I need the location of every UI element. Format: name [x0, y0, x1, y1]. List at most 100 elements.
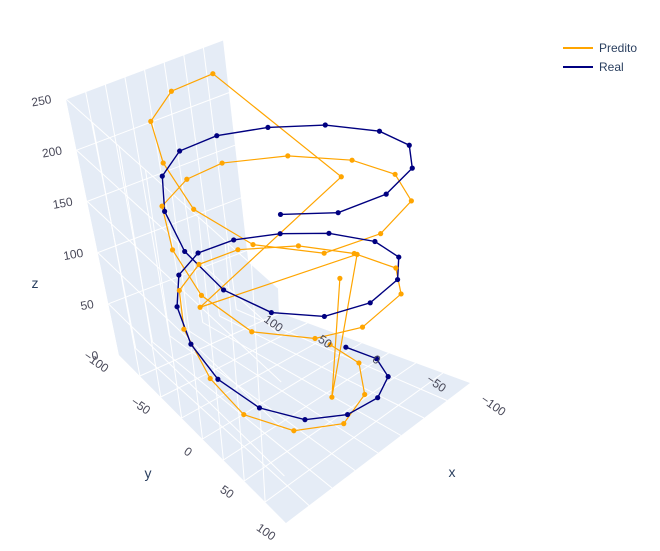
point-real-6 [256, 405, 263, 411]
point-real-10 [176, 272, 182, 278]
point-real-9 [174, 304, 180, 310]
point-real-30 [406, 142, 412, 148]
point-predito-4 [291, 428, 297, 434]
point-real-33 [335, 210, 341, 216]
point-real-29 [376, 128, 383, 134]
point-predito-1 [356, 360, 362, 366]
point-real-28 [322, 122, 328, 128]
z-tick-label: 0 [91, 348, 100, 363]
point-predito-27 [378, 231, 384, 237]
point-predito-35 [338, 174, 344, 180]
point-real-17 [394, 276, 401, 283]
point-real-5 [302, 417, 308, 423]
y-tick-label: −100 [81, 348, 111, 375]
point-predito-5 [241, 411, 247, 418]
point-real-23 [162, 208, 168, 214]
legend-label-real: Real [599, 59, 624, 74]
y-tick-label: 100 [254, 520, 279, 543]
grid-line [108, 303, 285, 477]
point-real-19 [321, 313, 327, 320]
grid-line [183, 54, 220, 317]
point-real-2 [385, 374, 391, 380]
floor [119, 303, 470, 523]
grid-line [86, 201, 282, 383]
point-real-16 [396, 254, 402, 260]
point-predito-30 [191, 206, 197, 212]
point-real-26 [214, 133, 220, 139]
point-predito-37 [354, 251, 360, 257]
point-predito-28 [321, 250, 327, 256]
point-predito-15 [359, 324, 366, 330]
point-predito-17 [249, 329, 255, 335]
point-predito-38 [329, 394, 335, 400]
legend: Predito Real [563, 38, 637, 76]
legend-label-predito: Predito [599, 40, 638, 55]
point-real-27 [265, 124, 271, 131]
point-predito-9 [196, 261, 202, 267]
z-axis-title: z [32, 275, 39, 291]
y-tick-label: 0 [181, 444, 195, 459]
point-real-12 [231, 237, 237, 243]
point-predito-33 [168, 88, 174, 94]
point-predito-10 [235, 247, 241, 253]
grid-line [65, 98, 279, 289]
grid-line [181, 332, 335, 419]
legend-swatch-predito [563, 46, 593, 49]
legend-swatch-real [563, 65, 593, 68]
grid-line [124, 76, 170, 336]
series-line-predito [150, 73, 413, 432]
point-real-4 [344, 411, 351, 418]
point-real-24 [159, 173, 165, 179]
grid-line [145, 169, 183, 419]
grid-line [87, 144, 236, 202]
grid-line [198, 217, 224, 461]
point-real-18 [367, 300, 373, 306]
point-predito-18 [198, 292, 205, 298]
point-real-3 [375, 395, 381, 401]
point-real-1 [373, 356, 380, 362]
point-predito-19 [169, 247, 176, 253]
point-predito-7 [181, 326, 187, 332]
point-real-31 [409, 165, 415, 171]
point-predito-31 [160, 160, 166, 166]
point-real-21 [220, 287, 227, 293]
x-axis-title: x [449, 464, 456, 480]
point-real-15 [372, 238, 378, 245]
point-predito-20 [159, 203, 165, 209]
z-tick-label: 50 [79, 297, 95, 313]
grid-line [65, 39, 224, 100]
point-predito-23 [285, 153, 291, 159]
grid-line [163, 62, 204, 323]
point-predito-26 [408, 198, 414, 204]
point-predito-29 [250, 241, 256, 248]
grid-line [264, 372, 444, 503]
point-predito-39 [337, 275, 343, 281]
grid-line [139, 312, 281, 377]
grid-line [243, 362, 417, 482]
legend-item-predito[interactable]: Predito [563, 38, 637, 57]
point-real-22 [182, 248, 188, 255]
point-predito-25 [392, 171, 398, 177]
grid-line [76, 149, 280, 336]
point-real-32 [383, 191, 389, 197]
point-predito-6 [207, 375, 213, 382]
y-tick-label: −50 [128, 394, 153, 417]
point-real-7 [215, 376, 221, 382]
grid-line [97, 197, 242, 254]
z-tick-label: 100 [62, 246, 84, 263]
point-real-34 [277, 211, 284, 218]
legend-item-real[interactable]: Real [563, 57, 637, 76]
point-predito-16 [312, 335, 318, 342]
z-tick-label: 150 [52, 195, 74, 212]
point-predito-36 [197, 304, 203, 310]
point-predito-3 [341, 421, 347, 427]
grid-line [223, 352, 389, 461]
point-predito-2 [362, 391, 368, 398]
y-tick-label: 50 [218, 482, 237, 501]
point-real-11 [195, 250, 201, 256]
grid-line [92, 122, 141, 377]
plot-scene: 050100150200250−100−50050100−100−5005010… [30, 39, 509, 544]
grid-line [171, 193, 203, 440]
point-predito-34 [210, 71, 216, 77]
